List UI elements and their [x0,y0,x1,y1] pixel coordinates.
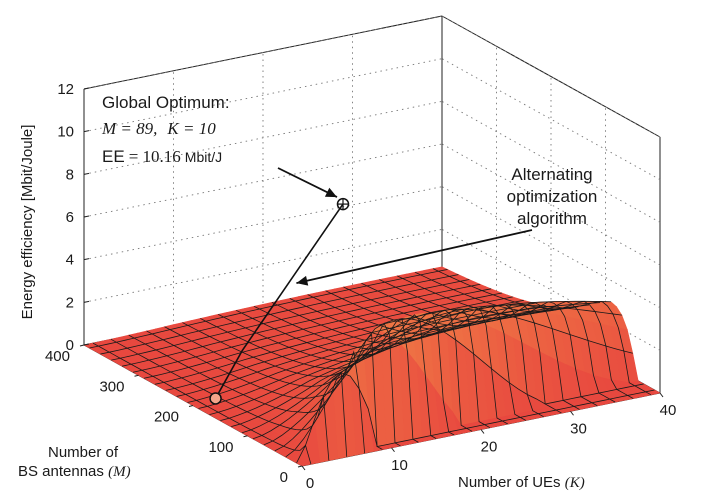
optimum-ee-prefix: EE [102,147,125,166]
y-tick-mark [134,374,139,377]
y-axis-label-math: (M) [108,464,131,480]
y-tick-label: 100 [208,439,233,456]
mesh-line [122,283,481,367]
optimum-ee-line: EE = 10.16 Mbit/J [102,147,222,166]
grid-line [83,15,443,90]
optimum-mk-line: M = 89, K = 10 [101,119,216,138]
grid-line [83,58,443,133]
optimum-k-text: K = 10 [166,119,216,138]
algorithm-label-2: optimization [507,187,598,206]
grid-line [83,228,443,303]
algorithm-path-line [214,203,344,399]
y-tick-mark [297,465,303,468]
axis-edge [441,15,661,138]
x-tick-mark [659,392,664,398]
mesh-line [379,279,598,407]
z-tick-label: 6 [66,209,74,226]
mesh-line [325,290,544,418]
mesh-line [432,268,652,396]
z-tick-mark [83,130,90,133]
mesh-line [154,296,513,385]
mesh-line [187,305,546,403]
x-tick-label: 40 [660,402,677,419]
z-tick-mark [83,258,90,261]
mesh-line [361,282,580,410]
mesh-line [253,305,473,432]
x-axis-label: Number of UEs (K) [458,474,585,491]
algorithm-arrow-head [296,275,309,286]
optimum-marker [336,197,350,211]
z-tick-label: 2 [66,294,74,311]
x-tick-mark [570,410,574,416]
algorithm-path [209,197,350,405]
z-tick-mark [83,343,90,346]
mesh-line [111,279,470,361]
optimum-title: Global Optimum: [102,93,230,112]
y-tick-label: 300 [99,378,124,395]
mesh-line [289,298,509,425]
y-axis-label-line1: Number of [48,444,119,461]
algorithm-arrow [296,229,533,285]
z-axis-label: Energy efficiency [Mbit/Joule] [19,125,36,320]
mesh-line [307,294,526,421]
optimum-ee-unit: Mbit/J [185,149,222,165]
y-tick-label: 200 [154,409,179,426]
start-point-marker [209,392,222,405]
y-axis-label-line2: BS antennas (M) [18,463,131,480]
algorithm-label-1: Alternating [511,165,592,184]
z-tick-label: 12 [57,81,74,98]
y-tick-label: 400 [45,348,70,365]
x-tick-label: 20 [481,439,498,456]
z-tick-label: 4 [66,252,74,269]
mesh-line [414,271,634,399]
mesh-line [176,302,535,397]
x-tick-mark [391,447,395,453]
mesh-line [285,318,644,458]
y-axis-label-prefix: BS antennas [18,463,108,480]
algorithm-label-3: algorithm [517,209,587,228]
y-tick-mark [79,344,85,347]
optimum-arrow-head [324,187,337,198]
x-tick-mark [480,429,485,434]
y-tick-mark [243,435,248,438]
mesh-line [132,288,492,373]
surface-mesh [83,266,661,467]
y-tick-label: 0 [280,469,288,486]
mesh-line [343,286,562,414]
x-tick-mark [301,465,306,471]
z-tick-label: 8 [66,166,74,183]
x-tick-label: 10 [391,457,408,474]
mesh-line [92,342,312,465]
z-tick-label: 10 [57,124,74,141]
optimum-m-text: M = 89, [101,119,157,138]
x-axis-label-prefix: Number of UEs [458,474,565,491]
mesh-line [89,269,448,349]
mesh-line [200,318,419,443]
mesh-line [100,274,459,355]
z-tick-mark [83,300,90,303]
mesh-line [235,309,455,436]
grid-line [83,186,443,261]
z-tick-mark [83,215,90,218]
mesh-line [128,334,348,457]
mesh-line [164,326,383,450]
mesh-line [143,292,503,379]
x-axis-label-math: (K) [565,475,585,491]
x-tick-label: 0 [306,475,314,492]
mesh-line [296,372,655,464]
annotation-arrows [277,167,533,286]
mesh-line [274,308,633,452]
z-tick-label: 0 [66,337,74,354]
optimum-ee-value: = 10.16 [129,147,181,166]
mesh-line [146,330,366,454]
mesh-line [397,275,616,403]
z-tick-mark [83,87,90,90]
y-tick-mark [188,405,194,407]
x-tick-label: 30 [570,420,587,437]
z-tick-mark [83,172,90,175]
